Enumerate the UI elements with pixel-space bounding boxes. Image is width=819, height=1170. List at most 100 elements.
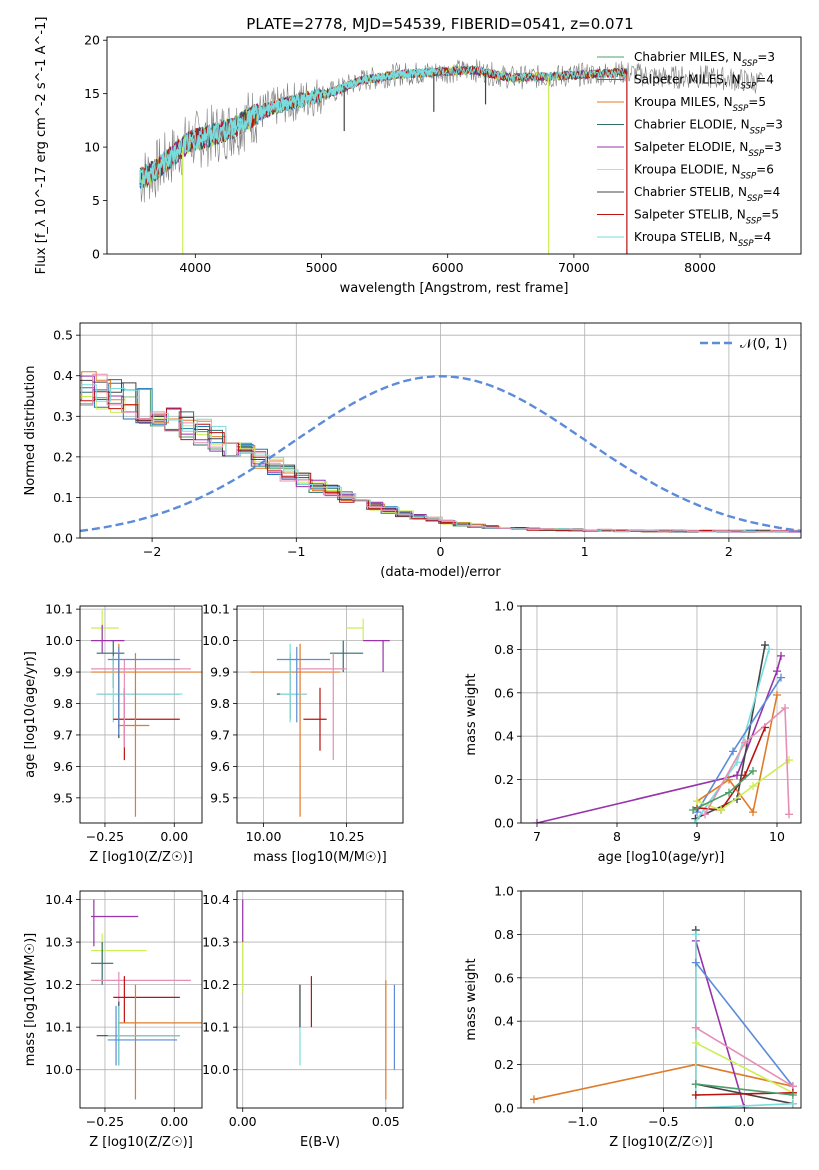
x-tick-label: 9 bbox=[693, 829, 701, 844]
y-tick-label: 0.6 bbox=[494, 970, 514, 985]
x-tick-label: −1 bbox=[287, 544, 305, 559]
x-axis-label: Z [log10(Z/Z☉)] bbox=[89, 1135, 193, 1150]
x-tick-label: 8 bbox=[613, 829, 621, 844]
x-tick-label: 0.05 bbox=[372, 1114, 400, 1129]
weight-marker bbox=[729, 747, 737, 756]
y-tick-label: 20 bbox=[84, 33, 100, 48]
x-axis-label: mass [log10(M/M☉)] bbox=[253, 850, 386, 865]
weight-marker bbox=[691, 1090, 700, 1099]
axes-frame bbox=[106, 36, 802, 255]
x-tick-label: 10.25 bbox=[329, 829, 365, 844]
weight-marker bbox=[529, 1095, 538, 1104]
y-tick-label: 10.4 bbox=[202, 892, 230, 907]
y-tick-label: 0.2 bbox=[494, 1057, 514, 1072]
weight-line bbox=[695, 962, 794, 1087]
weight-marker bbox=[691, 930, 700, 939]
weight-marker bbox=[691, 1038, 700, 1047]
plot-area bbox=[139, 59, 764, 254]
y-tick-label: 1.0 bbox=[494, 599, 514, 614]
plot-area bbox=[80, 371, 801, 533]
weight-marker bbox=[691, 1104, 700, 1108]
panel-mass-weight-vs-age: 7 8 9 10 0.0 0.2 0.4 0.6 0.8 1.0 age [log10(age/yr… bbox=[464, 599, 802, 865]
x-axis-label: E(B-V) bbox=[300, 1135, 340, 1150]
y-tick-label: 9.9 bbox=[53, 665, 73, 680]
y-tick-label: 0.5 bbox=[53, 328, 73, 343]
x-axis-label: Z [log10(Z/Z☉)] bbox=[89, 850, 193, 865]
weight-marker bbox=[777, 651, 785, 660]
weight-line bbox=[696, 694, 778, 815]
weight-marker bbox=[717, 805, 725, 814]
y-tick-label: 10.0 bbox=[45, 633, 73, 648]
panel-age-vs-z: −0.25 0.00 9.5 9.6 9.7 9.8 9.9 10.0 10.1 Z [log10… bbox=[23, 602, 203, 865]
x-tick-label: 2 bbox=[725, 544, 733, 559]
y-tick-label: 0 bbox=[92, 247, 100, 262]
legend-label: Salpeter MILES, NSSP=4 bbox=[634, 73, 774, 92]
y-tick-label: 9.6 bbox=[210, 759, 230, 774]
y-tick-label: 0.8 bbox=[494, 927, 514, 942]
plot-area bbox=[529, 926, 797, 1108]
weight-marker bbox=[749, 808, 757, 817]
weight-marker bbox=[773, 690, 781, 699]
y-tick-label: 9.7 bbox=[53, 727, 73, 742]
weight-marker bbox=[749, 782, 757, 791]
weight-marker bbox=[785, 810, 793, 819]
weight-line bbox=[695, 1083, 793, 1096]
y-tick-label: 9.8 bbox=[53, 696, 73, 711]
x-tick-label: −1.0 bbox=[567, 1114, 597, 1129]
y-tick-label: 10.2 bbox=[45, 977, 73, 992]
spectrum-line bbox=[139, 66, 627, 184]
x-axis-label: (data-model)/error bbox=[380, 565, 501, 580]
x-tick-label: 0.00 bbox=[229, 1114, 257, 1129]
legend-label: Chabrier ELODIE, NSSP=3 bbox=[634, 118, 783, 137]
x-tick-label: 8000 bbox=[684, 260, 716, 275]
x-axis-label: Z [log10(Z/Z☉)] bbox=[609, 1135, 713, 1150]
legend-label: Kroupa MILES, NSSP=5 bbox=[634, 95, 766, 114]
y-tick-label: 0.2 bbox=[494, 772, 514, 787]
weight-line bbox=[704, 706, 790, 815]
weight-marker bbox=[749, 766, 757, 775]
weight-marker bbox=[741, 738, 749, 747]
x-tick-label: 6000 bbox=[432, 260, 464, 275]
y-tick-label: 9.8 bbox=[210, 696, 230, 711]
panel-age-vs-mass: 10.00 10.25 9.5 9.6 9.7 9.8 9.9 10.0 10.1 mass [l… bbox=[202, 602, 404, 865]
axes-frame bbox=[520, 605, 802, 824]
y-tick-label: 0.4 bbox=[494, 1014, 514, 1029]
x-axis-label: age [log10(age/yr)] bbox=[598, 850, 725, 865]
y-axis-label: mass weight bbox=[464, 958, 479, 1040]
panel-mass-weight-vs-z: −1.0 −0.5 0.0 0.0 0.2 0.4 0.6 0.8 1.0 Z [log10(Z/… bbox=[464, 884, 802, 1150]
y-axis-label: mass weight bbox=[464, 673, 479, 755]
panel-spectrum: 4000 5000 6000 7000 8000 0 5 10 15 20 wavelength [… bbox=[34, 17, 802, 296]
x-tick-label: 1 bbox=[581, 544, 589, 559]
y-tick-label: 0.6 bbox=[494, 685, 514, 700]
y-tick-label: 10.1 bbox=[202, 602, 230, 617]
y-axis-label: Flux [f_λ 10^-17 erg cm^-2 s^-1 A^-1] bbox=[34, 17, 49, 275]
weight-marker bbox=[773, 667, 781, 676]
y-tick-label: 0.1 bbox=[53, 490, 73, 505]
weight-marker bbox=[725, 788, 733, 797]
weight-line bbox=[695, 1027, 794, 1087]
y-tick-label: 9.5 bbox=[53, 790, 73, 805]
histogram-step bbox=[80, 381, 801, 533]
histogram-step bbox=[80, 373, 801, 533]
weight-line bbox=[695, 1042, 794, 1094]
panel-mass-vs-z: −0.25 0.00 10.0 10.1 10.2 10.3 10.4 Z [log10(Z/… bbox=[23, 890, 203, 1150]
y-tick-label: 0.0 bbox=[494, 816, 514, 831]
x-tick-label: 0.0 bbox=[734, 1114, 754, 1129]
legend-label: Kroupa STELIB, NSSP=4 bbox=[634, 230, 771, 249]
x-tick-label: 7000 bbox=[558, 260, 590, 275]
legend-label: Kroupa ELODIE, NSSP=6 bbox=[634, 163, 774, 182]
histogram-step bbox=[80, 384, 801, 533]
plot-area bbox=[242, 899, 396, 1100]
x-tick-label: 7 bbox=[533, 829, 541, 844]
y-tick-label: 0.4 bbox=[53, 368, 73, 383]
x-tick-label: 4000 bbox=[179, 260, 211, 275]
weight-marker bbox=[788, 1090, 797, 1099]
y-axis-label: mass [log10(M/M☉)] bbox=[23, 933, 38, 1066]
axes-frame bbox=[79, 322, 802, 539]
legend-label: Salpeter STELIB, NSSP=5 bbox=[634, 208, 779, 227]
weight-line bbox=[536, 655, 782, 823]
panel-residual-histogram: −2 −1 0 1 2 0.0 0.1 0.2 0.3 0.4 0.5 (data-model)/er… bbox=[23, 322, 802, 580]
x-tick-label: 0.00 bbox=[160, 829, 188, 844]
x-axis-label: wavelength [Angstrom, rest frame] bbox=[340, 281, 569, 296]
